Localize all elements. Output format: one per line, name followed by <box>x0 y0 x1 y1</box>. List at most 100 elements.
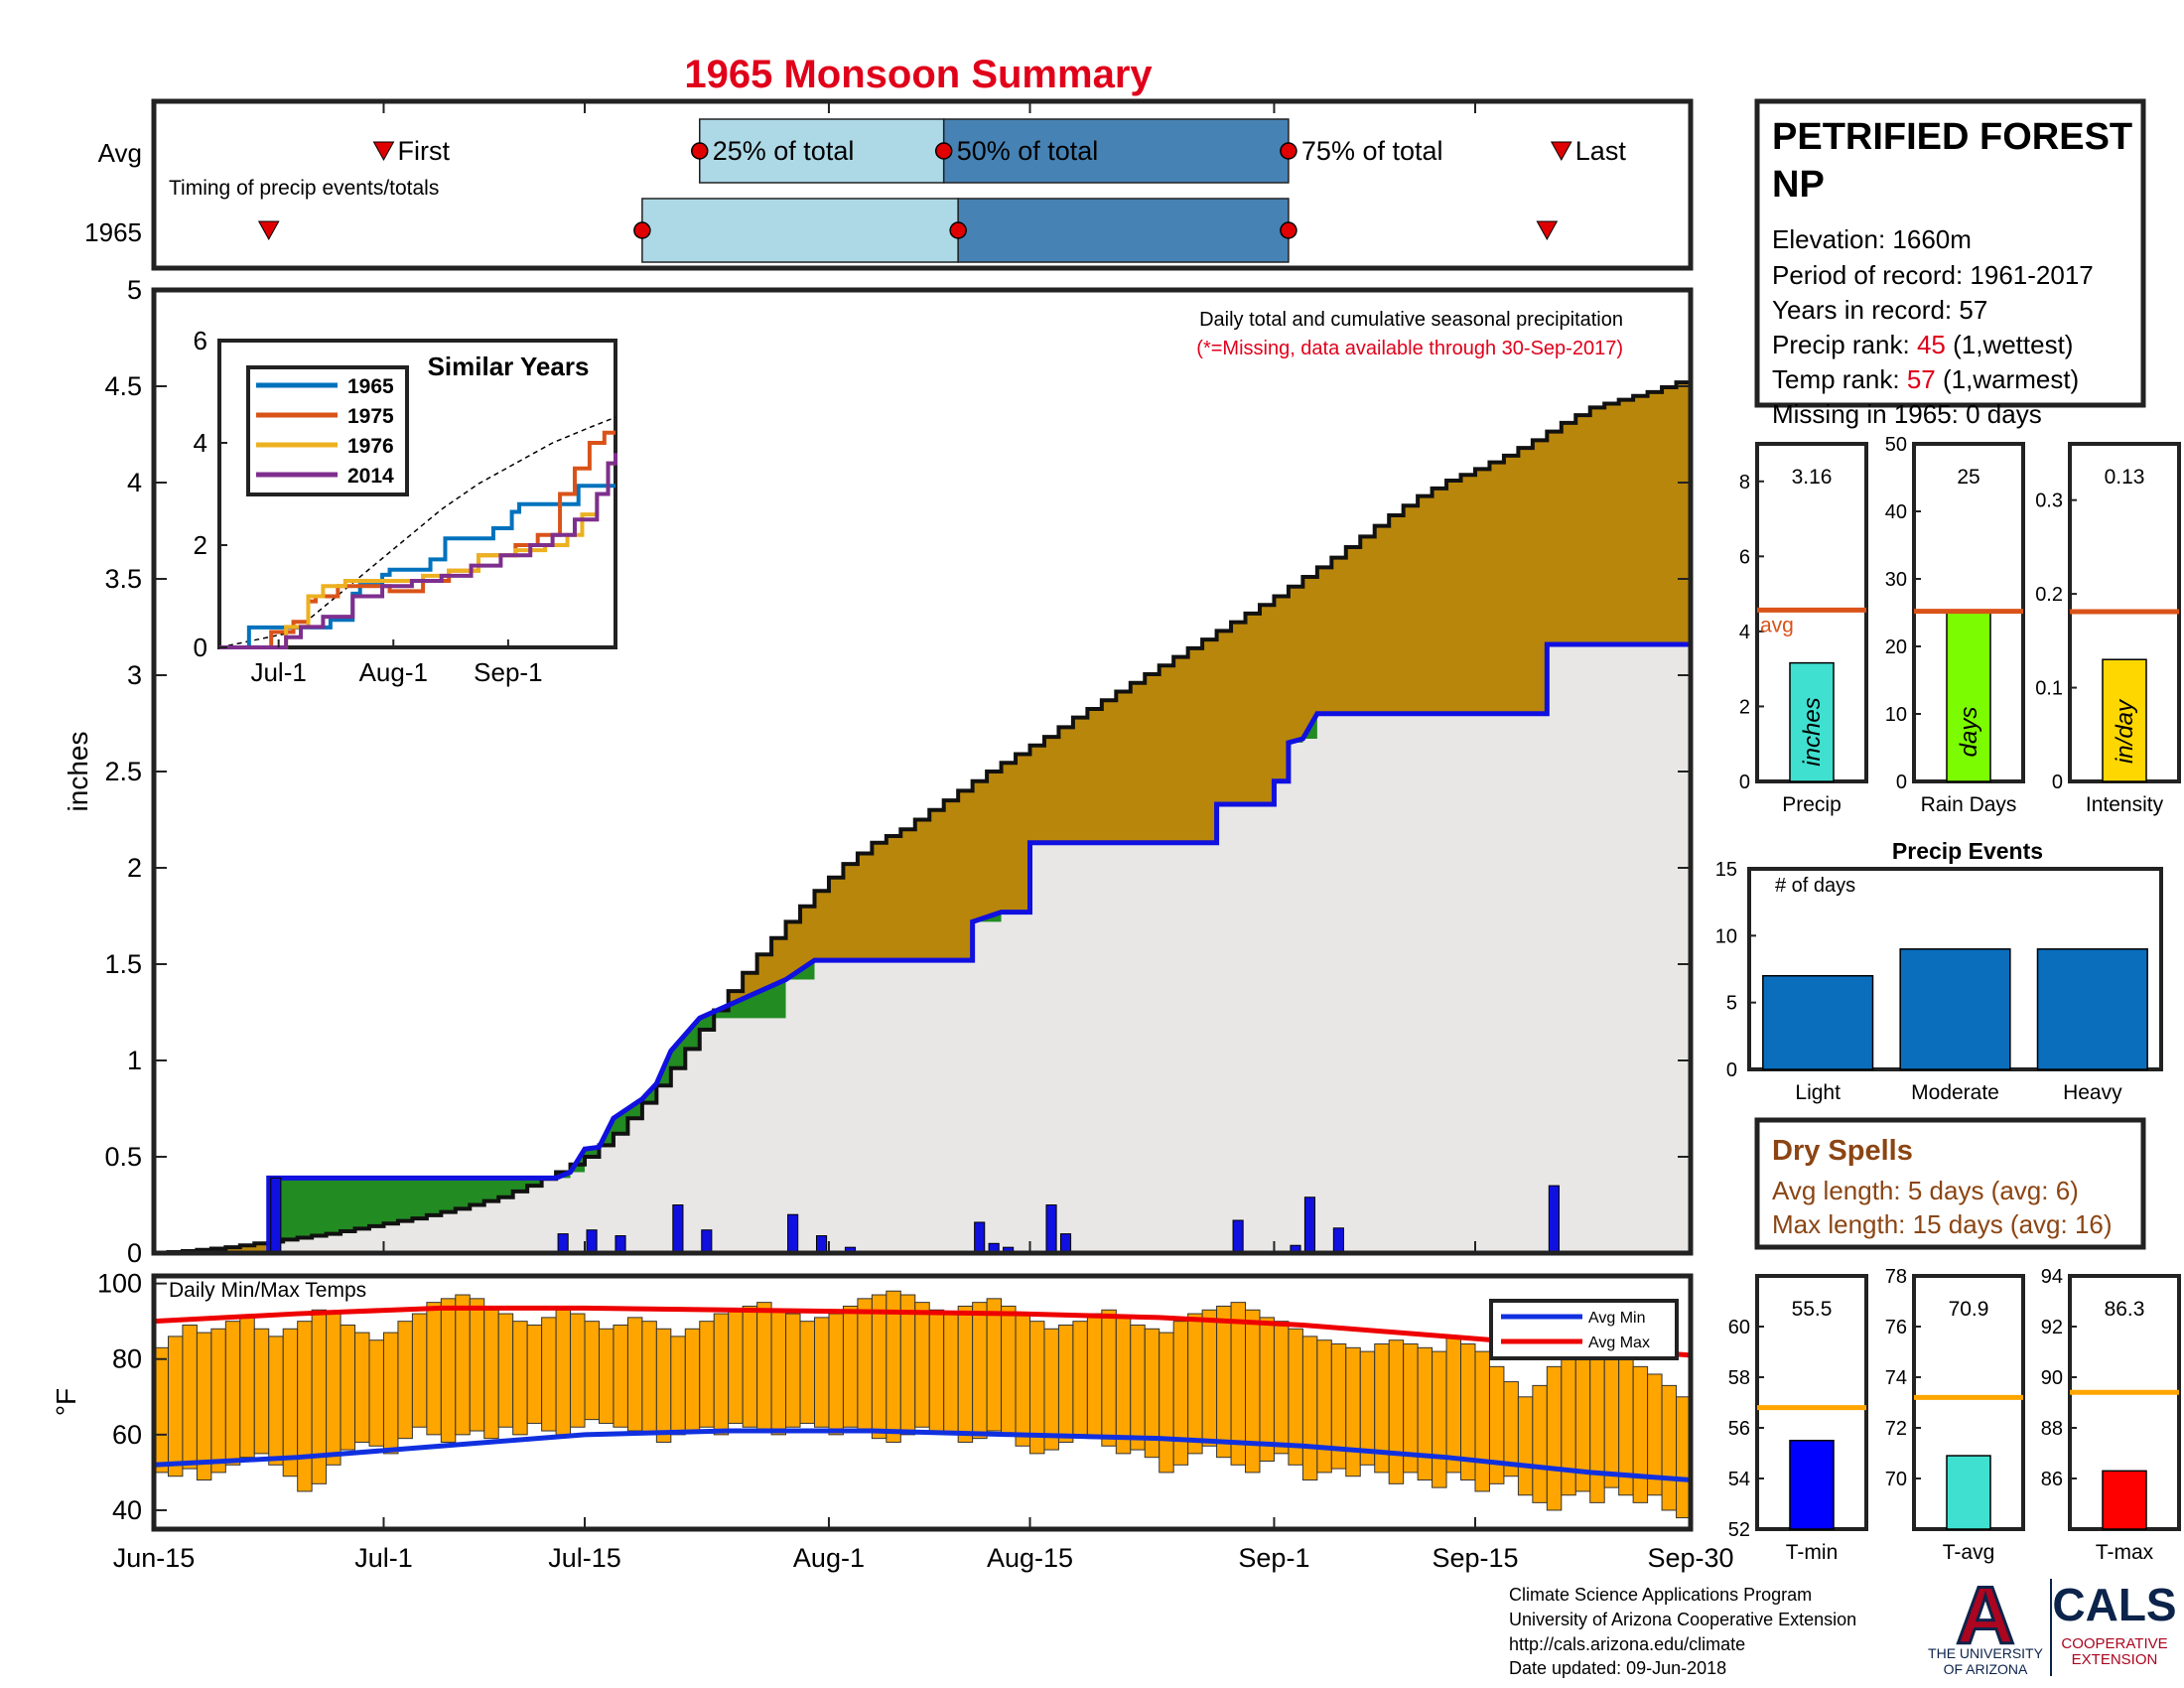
summary-y-tick-label: 60 <box>1728 1317 1750 1338</box>
precip-y-tick-label: 0.5 <box>104 1142 142 1172</box>
precip-y-tick-label: 0 <box>127 1238 142 1268</box>
daily-temp-bar <box>340 1324 356 1451</box>
daily-temp-bar <box>268 1336 284 1466</box>
inset-y-tick-label: 6 <box>194 326 207 355</box>
timing-quantile-marker <box>949 221 967 239</box>
daily-precip-bar <box>557 1233 569 1254</box>
precip-event-bar <box>1899 948 2011 1070</box>
daily-temp-bar <box>1632 1365 1649 1503</box>
daily-temp-bar <box>670 1336 686 1436</box>
daily-temp-bar <box>986 1298 1003 1432</box>
daily-temp-bar <box>1488 1365 1505 1484</box>
timing-quantile-marker <box>691 142 709 160</box>
daily-temp-bar <box>1245 1309 1261 1474</box>
summary-y-tick-label: 54 <box>1728 1469 1750 1490</box>
daily-temp-bar <box>1345 1346 1361 1477</box>
daily-precip-bar <box>1045 1204 1057 1254</box>
daily-temp-bar <box>397 1321 413 1440</box>
daily-temp-bar <box>1589 1350 1605 1503</box>
summary-value-label: 25 <box>1957 466 1979 489</box>
timing-box-25-50 <box>699 118 945 184</box>
daily-temp-bar <box>1517 1396 1534 1496</box>
events-y-tick-label: 0 <box>1726 1059 1737 1081</box>
summary-y-tick-label: 56 <box>1728 1418 1750 1440</box>
daily-temp-bar <box>253 1328 270 1455</box>
timing-box-50-75 <box>957 198 1290 263</box>
daily-precip-bar <box>974 1221 986 1254</box>
summary-y-tick-label: 70 <box>1885 1469 1907 1490</box>
daily-precip-bar <box>586 1229 598 1254</box>
daily-precip-bar <box>270 1177 282 1254</box>
summary-y-tick-label: 30 <box>1885 569 1907 591</box>
station-name-line1: PETRIFIED FOREST <box>1772 116 2132 158</box>
daily-temp-bar <box>699 1321 715 1428</box>
timing-quantile-marker <box>1280 221 1297 239</box>
daily-temp-bar <box>713 1313 730 1436</box>
inset-y-tick-label: 2 <box>194 530 207 560</box>
timing-last-label: Last <box>1575 136 1627 166</box>
daily-temp-bar <box>1316 1339 1332 1474</box>
events-y-tick-label: 15 <box>1715 859 1737 881</box>
station-precip-rank: Precip rank: 45 (1,wettest) <box>1772 330 2073 359</box>
daily-temp-bar <box>1561 1358 1576 1496</box>
summary-value-label: 55.5 <box>1792 1298 1833 1321</box>
summary-bar <box>1789 661 1835 782</box>
timing-q75-label: 75% of total <box>1301 136 1443 166</box>
daily-temp-bar <box>297 1321 313 1492</box>
summary-y-tick-label: 76 <box>1885 1317 1907 1338</box>
daily-temp-bar <box>1101 1309 1117 1447</box>
summary-y-tick-label: 74 <box>1885 1367 1907 1389</box>
daily-temp-bar <box>857 1298 873 1432</box>
avg-min-line <box>153 1428 1692 1483</box>
daily-temp-bar <box>1072 1321 1088 1436</box>
ua-logo-line2: OF ARIZONA <box>1944 1661 2028 1677</box>
summary-category-label: Rain Days <box>1921 793 2017 816</box>
daily-temp-bar <box>1259 1317 1275 1462</box>
daily-temp-bar <box>440 1298 457 1443</box>
daily-precip-bar <box>701 1229 713 1254</box>
daily-precip-bar <box>1332 1227 1344 1254</box>
daily-temp-bar <box>641 1321 657 1436</box>
avg-max-line <box>153 1305 1692 1358</box>
summary-y-tick-label: 88 <box>2041 1418 2063 1440</box>
temp-frame <box>151 1273 1694 1532</box>
precip-missing-note: (*=Missing, data available through 30-Se… <box>1196 338 1623 359</box>
cals-logo: CALS COOPERATIVE EXTENSION <box>2052 1579 2176 1668</box>
timing-row-year: 1965 <box>84 217 142 247</box>
precip-events-title: Precip Events <box>1892 838 2043 864</box>
temp-legend: Avg Min Avg Max <box>1489 1299 1679 1360</box>
summary-y-tick-label: 0 <box>1739 772 1750 793</box>
daily-precip-bar <box>672 1204 684 1254</box>
summary-unit-label: in/day <box>2112 698 2138 764</box>
daily-temp-bar <box>598 1328 614 1424</box>
daily-temp-bar <box>455 1294 471 1436</box>
summary-value-label: 3.16 <box>1792 466 1833 489</box>
daily-temp-bar <box>871 1294 887 1440</box>
footer-university: University of Arizona Cooperative Extens… <box>1509 1610 1856 1629</box>
summary-bar <box>2102 658 2147 782</box>
daily-temp-bar <box>584 1321 600 1421</box>
daily-temp-bar <box>282 1328 299 1477</box>
timing-row-avg: Avg <box>98 138 142 168</box>
daily-temp-bar <box>182 1324 198 1470</box>
precip-events-chart: Precip Events # of days 0 5 10 15 Light Moder… <box>1715 838 2163 1104</box>
daily-temp-bar <box>497 1313 514 1428</box>
daily-temp-bar <box>1057 1324 1074 1443</box>
daily-temp-bar <box>570 1313 586 1428</box>
x-tick-label: Sep-1 <box>1238 1543 1309 1573</box>
daily-temp-bar <box>1159 1332 1174 1474</box>
daily-temp-bar <box>1201 1309 1218 1447</box>
daily-temp-bar <box>1432 1350 1447 1488</box>
precip-y-label: inches <box>63 732 93 812</box>
precip-panel: 0 0.5 1 1.5 2 2.5 3 3.5 4 4.5 5 inches Daily total… <box>63 275 1694 1268</box>
dry-spells-title: Dry Spells <box>1772 1135 1913 1167</box>
precip-event-category-label: Moderate <box>1911 1081 1999 1104</box>
daily-temp-bar <box>899 1294 916 1436</box>
daily-temp-bar <box>1015 1313 1031 1447</box>
daily-temp-bar <box>1661 1384 1678 1511</box>
cals-logo-line2: EXTENSION <box>2072 1651 2158 1668</box>
inset-legend-label: 2014 <box>347 465 394 488</box>
ua-logo-line1: THE UNIVERSITY <box>1928 1645 2044 1661</box>
daily-temp-bar <box>239 1317 255 1459</box>
